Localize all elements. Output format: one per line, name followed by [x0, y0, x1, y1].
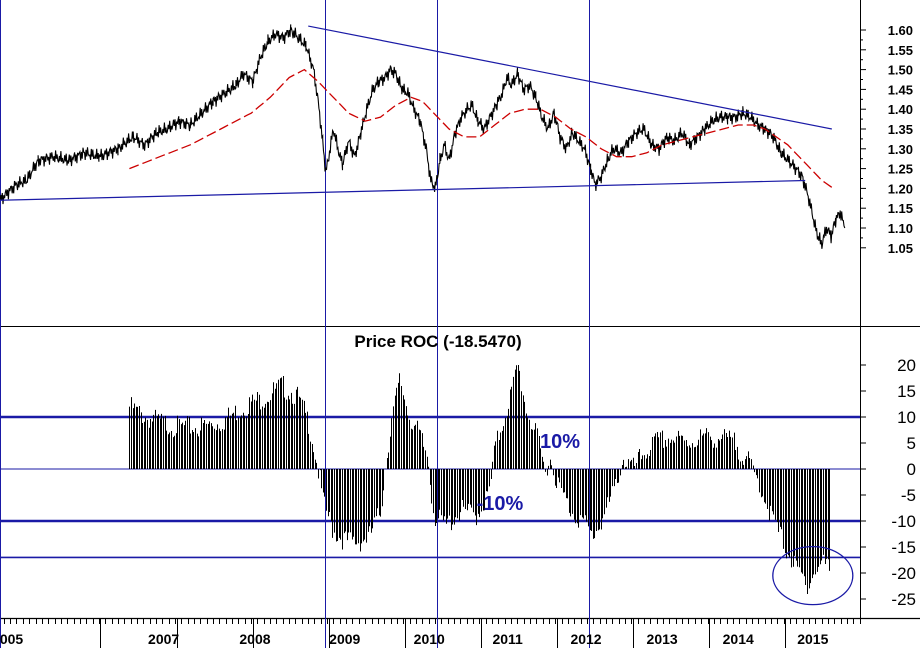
price-tick-label: 1.60 — [888, 23, 913, 38]
price-tick-label: 1.15 — [888, 201, 913, 216]
moving-average-line — [129, 68, 834, 189]
roc-tick-label: 10 — [897, 408, 916, 427]
x-tick-label: 2009 — [329, 631, 360, 647]
x-tick-label: 2015 — [797, 631, 828, 647]
roc-tick-label: -10 — [891, 512, 916, 531]
upper-trendline — [308, 25, 832, 130]
series-layer — [0, 24, 854, 606]
x-tick-label: 2008 — [239, 631, 270, 647]
roc-tick-label: -15 — [891, 538, 916, 557]
roc-tick-label: -25 — [891, 590, 916, 609]
price-line — [0, 24, 846, 249]
roc-bars — [129, 364, 830, 594]
price-tick-label: 1.50 — [888, 63, 913, 78]
price-tick-label: 1.10 — [888, 221, 913, 236]
x-tick-label: 2011 — [492, 631, 523, 647]
axis-layer: 1.60 1.55 1.50 1.45 1.40 1.35 1.30 1.25 1.20 1.15… — [0, 23, 916, 648]
roc-tick-label: -5 — [901, 486, 916, 505]
roc-tick-label: 0 — [907, 460, 916, 479]
price-tick-label: 1.45 — [888, 82, 913, 97]
roc-tick-label: 20 — [897, 356, 916, 375]
price-tick-label: 1.55 — [888, 43, 913, 58]
roc-highlight-ellipse — [772, 545, 854, 606]
price-tick-label: 1.30 — [888, 142, 913, 157]
roc-tick-label: 5 — [907, 434, 916, 453]
x-tick-label: 2005 — [0, 631, 23, 647]
price-tick-label: 1.25 — [888, 162, 913, 177]
roc-tick-label: 15 — [897, 382, 916, 401]
price-tick-label: 1.20 — [888, 181, 913, 196]
x-tick-label: 2007 — [148, 631, 179, 647]
x-tick-label: 2013 — [647, 631, 678, 647]
label-plus-10-percent: 10% — [540, 431, 580, 453]
price-tick-label: 1.35 — [888, 122, 913, 137]
roc-tick-label: -20 — [891, 564, 916, 583]
x-tick-label: 2010 — [414, 631, 445, 647]
lower-trendline — [0, 179, 806, 201]
price-tick-label: 1.05 — [888, 241, 913, 256]
price-tick-label: 1.40 — [888, 102, 913, 117]
label-minus-10-percent: -10% — [477, 493, 524, 515]
x-tick-label: 2012 — [570, 631, 601, 647]
x-tick-label: 2014 — [723, 631, 754, 647]
roc-panel-title: Price ROC (-18.5470) — [354, 332, 521, 351]
